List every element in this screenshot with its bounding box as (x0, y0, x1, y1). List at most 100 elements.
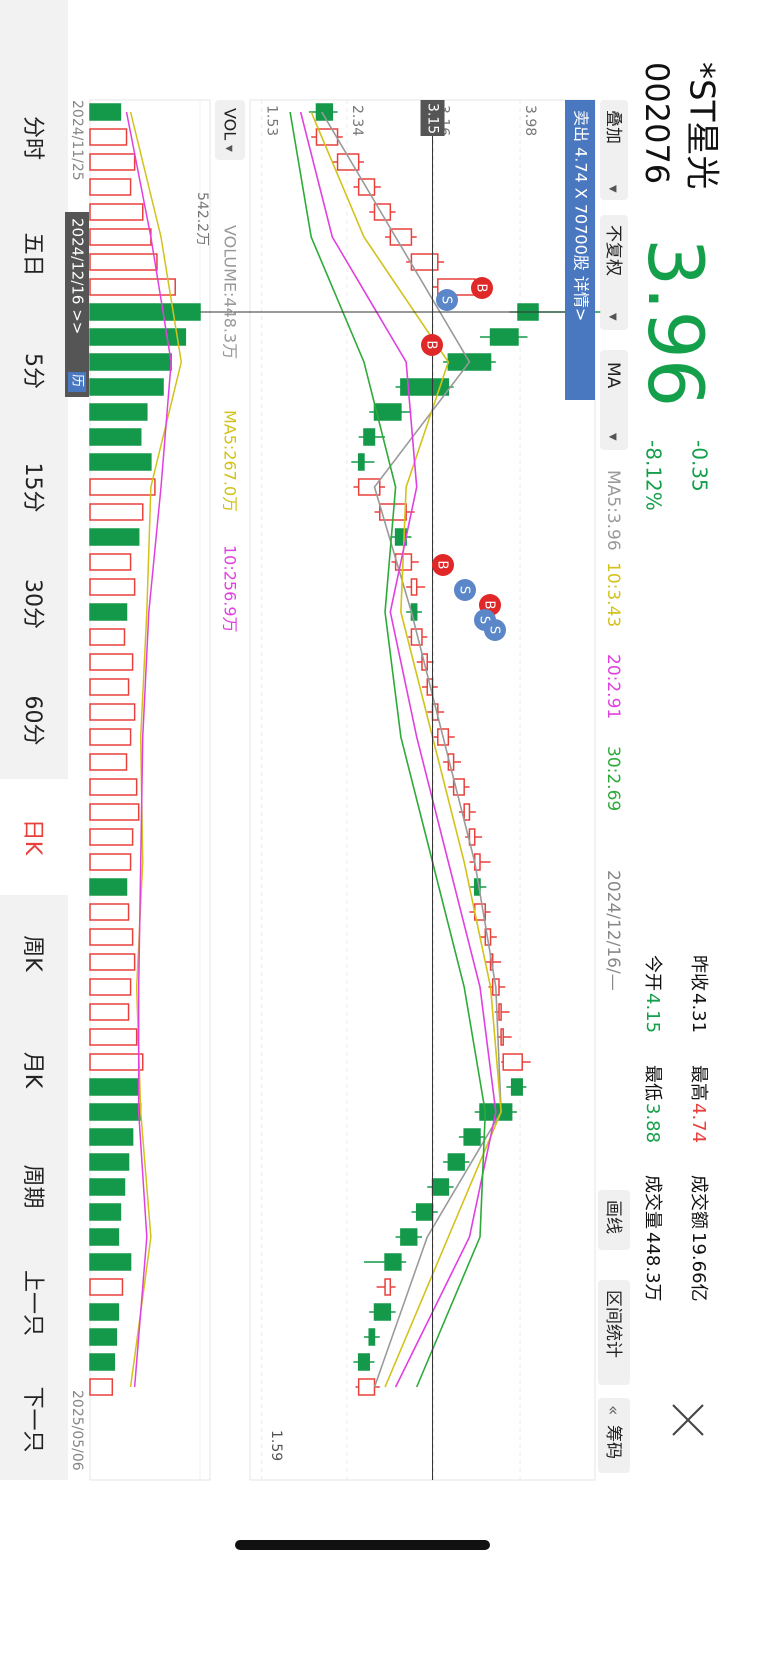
volume-bar (89, 1003, 130, 1021)
volume-bar (89, 903, 130, 921)
vol-ma-line (125, 111, 172, 1388)
candle-body (431, 1178, 450, 1196)
volume-bar (89, 1328, 118, 1346)
volume-bar (89, 503, 144, 521)
value: 4.15 (642, 993, 663, 1033)
tab-bar (0, 0, 68, 1480)
volume-bar (89, 853, 132, 871)
crosshair-date-box (65, 212, 89, 397)
chips: 筹码 (603, 1425, 623, 1459)
volume-bar (89, 953, 136, 971)
date-end: 2025/05/06 (69, 1390, 85, 1471)
tab[interactable]: 日K (20, 819, 45, 856)
price: 3.96 (631, 238, 720, 407)
tab[interactable]: 上一只 (20, 1270, 45, 1336)
overlay: 叠加 (603, 110, 623, 144)
draw: 画线 (603, 1200, 623, 1234)
signal: S (477, 616, 492, 624)
signal-dot (421, 334, 443, 356)
crosshair-price: 3.15 (425, 103, 441, 134)
signal-dot (484, 619, 506, 641)
label: 最低 (642, 1065, 663, 1101)
tab[interactable]: 5分 (20, 353, 45, 389)
volume-bar (89, 1378, 114, 1396)
badge-box (68, 372, 86, 392)
signal: B (482, 601, 497, 610)
signal: S (439, 296, 454, 304)
candle-body (315, 103, 334, 121)
candle-body (357, 1378, 376, 1396)
overlay-button[interactable] (600, 100, 628, 200)
volume-bar (89, 1178, 126, 1196)
indicator-button[interactable] (600, 350, 628, 450)
signal: B (435, 561, 450, 570)
signal: B (424, 341, 439, 350)
volume-bar (89, 153, 136, 171)
volume-bar (89, 1153, 130, 1171)
y-tick-label: 3.98 (522, 105, 538, 136)
tab[interactable]: 周期 (20, 1164, 45, 1208)
label: 今开 (642, 955, 663, 991)
candle-body (489, 328, 519, 346)
volume-bar (89, 178, 132, 196)
volume-bar (89, 203, 144, 221)
volume-bar (89, 753, 128, 771)
volume-bar (89, 828, 134, 846)
ma-legend: 10:3.43 (603, 562, 623, 627)
tab[interactable]: 周K (20, 935, 45, 972)
adjust: 不复权 (603, 225, 623, 276)
tab[interactable]: 60分 (20, 696, 45, 746)
tab[interactable]: 下一只 (20, 1386, 45, 1452)
label: 成交量 (642, 1175, 663, 1229)
candle-body (500, 1028, 504, 1046)
candle-body (463, 803, 471, 821)
volume-bar (89, 103, 122, 121)
candle-body (463, 1128, 481, 1146)
volume-bar (89, 253, 158, 271)
close-icon[interactable] (672, 1404, 704, 1436)
chips-button[interactable] (598, 1398, 630, 1473)
adjust-button[interactable] (600, 215, 628, 330)
chips-icon: « (603, 1405, 623, 1415)
volume-bar (89, 1253, 132, 1271)
candle-body (502, 1053, 523, 1071)
ma-legend: 30:2.69 (603, 746, 623, 811)
min-label: 1.59 (268, 1430, 284, 1461)
volume-bar (89, 228, 152, 246)
tab[interactable]: 月K (20, 1052, 45, 1089)
candle-body (400, 378, 450, 396)
signal-dot (471, 277, 493, 299)
ma-line (289, 111, 487, 1388)
candle-body (410, 253, 439, 271)
value: 4.31 (688, 993, 709, 1033)
change-pct: -8.12% (642, 440, 666, 511)
vol-legend: 10:256.9万 (221, 545, 240, 633)
candle-body (373, 403, 402, 421)
volume-bar (89, 1228, 120, 1246)
label: 最高 (688, 1065, 709, 1101)
ma-line (321, 111, 502, 1388)
candle-body (373, 1303, 392, 1321)
tab[interactable]: 五日 (20, 232, 45, 276)
vol-button[interactable] (215, 100, 245, 160)
volume-bar (89, 928, 134, 946)
candle-body (368, 1328, 376, 1346)
value: 4.74 (688, 1103, 709, 1143)
crosshair-date: 2024/12/16 >> (69, 218, 87, 334)
candle-body (400, 1228, 418, 1246)
crosshair-price-box (420, 100, 445, 136)
stats-button[interactable] (598, 1280, 630, 1385)
tab[interactable]: 分时 (20, 116, 45, 160)
volume-bar (89, 878, 128, 896)
volume-bar (89, 353, 172, 371)
candle-body (384, 1278, 392, 1296)
tab[interactable]: 15分 (20, 463, 45, 513)
vol-legend: MA5:267.0万 (221, 410, 240, 512)
value: 448.3万 (642, 1232, 663, 1302)
candle-body (357, 1353, 370, 1371)
tab[interactable]: 30分 (20, 579, 45, 629)
draw-button[interactable] (598, 1190, 630, 1250)
volume-bar (89, 478, 156, 496)
